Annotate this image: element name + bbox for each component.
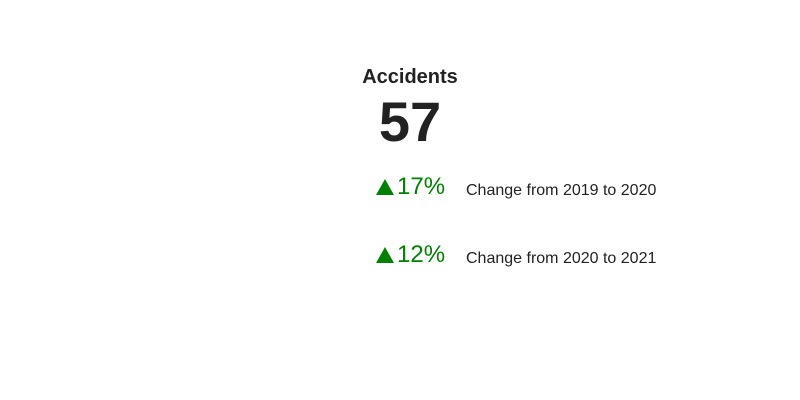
delta-value: 12%: [397, 241, 446, 268]
change-label: Change from 2019 to 2020: [466, 182, 657, 199]
delta-indicator: 17%: [376, 172, 445, 202]
arrow-up-icon: [376, 247, 394, 263]
delta-value: 17%: [397, 173, 446, 200]
arrow-up-icon: [376, 179, 394, 195]
delta-indicator: 12%: [376, 240, 445, 270]
kpi-title: Accidents: [362, 66, 458, 88]
change-label: Change from 2020 to 2021: [466, 250, 657, 267]
change-row-2019-2020: 17% Change from 2019 to 2020: [376, 172, 696, 206]
change-row-2020-2021: 12% Change from 2020 to 2021: [376, 240, 696, 274]
kpi-value: 57: [378, 90, 442, 153]
